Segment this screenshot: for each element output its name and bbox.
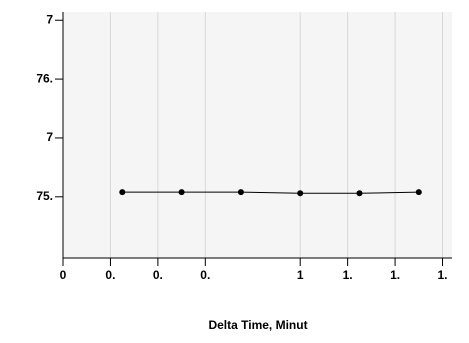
- x-tick-label: 1.: [438, 268, 448, 282]
- x-tick-label: 0: [60, 268, 67, 282]
- y-tick-label: 7: [46, 12, 53, 26]
- x-tick-label: 0.: [105, 268, 115, 282]
- y-tick-label: 7: [46, 130, 53, 144]
- data-point: [178, 189, 185, 196]
- x-axis-label: Delta Time, Minut: [208, 318, 307, 332]
- data-line: [122, 191, 419, 194]
- x-tick-label: 0.: [153, 268, 163, 282]
- x-tick-label: 1: [297, 268, 304, 282]
- x-tick-label: 0.: [200, 268, 210, 282]
- data-point: [297, 190, 304, 197]
- x-tick-label: 1.: [390, 268, 400, 282]
- data-point: [415, 189, 422, 196]
- y-tick-label: 76.: [36, 71, 53, 85]
- plot-area: [63, 12, 452, 258]
- y-tick-label: 75.: [36, 189, 53, 203]
- x-tick-label: 1.: [343, 268, 353, 282]
- data-point: [356, 190, 363, 197]
- data-point: [237, 189, 244, 196]
- data-point: [119, 189, 126, 196]
